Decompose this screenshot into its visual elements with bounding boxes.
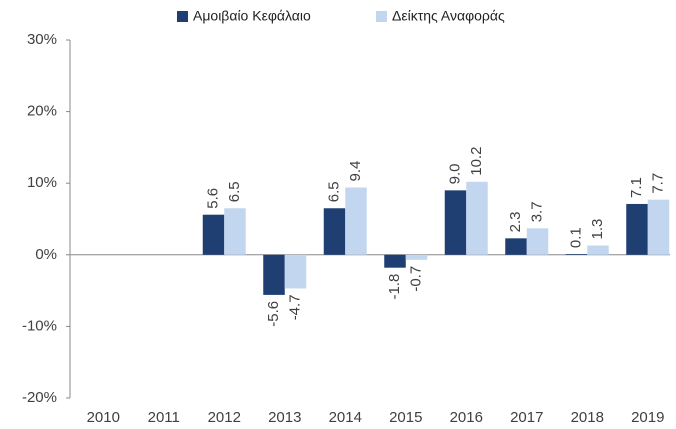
data-label: 3.7 [528, 201, 545, 222]
x-tick-label: 2017 [510, 409, 543, 426]
data-label: 6.5 [325, 181, 342, 202]
y-tick-label: 0% [35, 246, 57, 263]
data-label: 10.2 [468, 147, 485, 176]
data-label: 6.5 [226, 181, 243, 202]
data-label: -4.7 [286, 294, 303, 320]
bar [526, 228, 549, 255]
data-label: 1.3 [589, 219, 606, 240]
legend-label: Αμοιβαίο Κεφάλαιο [193, 8, 311, 24]
bar [444, 190, 467, 255]
bar [626, 203, 648, 255]
y-tick-label: -20% [22, 389, 57, 406]
bar [587, 245, 609, 255]
data-label: 5.6 [204, 188, 221, 209]
data-label: 2.3 [507, 211, 524, 232]
data-label: 0.1 [567, 227, 584, 248]
legend-swatch [177, 11, 188, 22]
data-label: -1.8 [386, 274, 403, 300]
bar [224, 208, 246, 255]
x-tick-label: 2013 [268, 409, 301, 426]
x-tick-label: 2011 [148, 409, 180, 426]
bar [284, 254, 307, 289]
bar [466, 181, 488, 255]
bar [345, 187, 367, 255]
data-label: -5.6 [265, 301, 282, 327]
y-tick-label: 30% [27, 31, 57, 48]
x-tick-label: 2015 [389, 409, 422, 426]
x-tick-label: 2018 [571, 409, 604, 426]
bar [202, 214, 225, 255]
data-label: 9.4 [347, 161, 364, 182]
x-tick-label: 2014 [329, 409, 362, 426]
bar [323, 208, 346, 255]
data-label: -0.7 [407, 266, 424, 292]
y-tick-label: 20% [27, 103, 57, 120]
data-label: 9.0 [446, 164, 463, 185]
x-tick-label: 2019 [631, 409, 664, 426]
x-tick-label: 2012 [208, 409, 241, 426]
bar [505, 238, 527, 255]
y-tick-label: -10% [22, 317, 57, 334]
data-label: 7.7 [649, 173, 666, 194]
bar [263, 254, 285, 295]
x-tick-label: 2010 [87, 409, 120, 426]
bar [384, 254, 406, 268]
legend-label: Δείκτης Αναφοράς [392, 8, 505, 24]
y-tick-label: 10% [27, 174, 57, 191]
legend-swatch [376, 11, 387, 22]
bar [565, 254, 588, 255]
data-label: 7.1 [628, 177, 645, 198]
bar [647, 199, 670, 255]
x-tick-label: 2016 [450, 409, 483, 426]
bar [405, 254, 428, 260]
